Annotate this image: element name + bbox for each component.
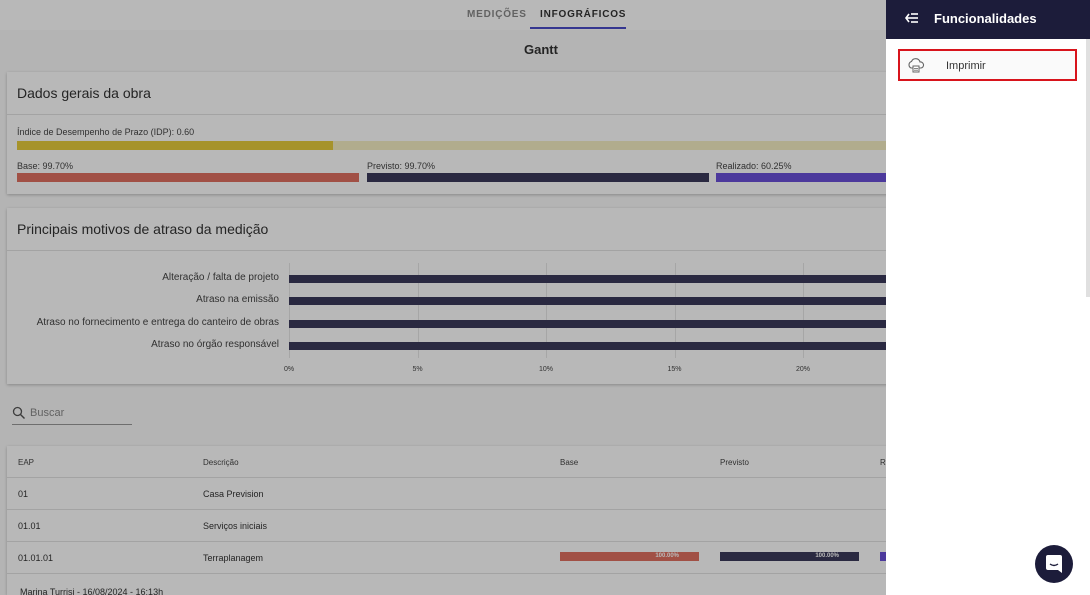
table-row[interactable]: 01 Casa Prevision (7, 477, 1087, 509)
footer-signature: Marina Turrisi - 16/08/2024 - 16:13h (20, 587, 164, 595)
print-button[interactable]: Imprimir (898, 49, 1077, 81)
cell-eap: 01 (18, 489, 29, 499)
chart-category-label: Atraso na emissão (196, 294, 279, 305)
chat-button[interactable] (1035, 545, 1073, 583)
chart-bar[interactable] (289, 275, 932, 283)
delay-reasons-chart: 0% 5% 10% 15% 20% (284, 263, 1089, 373)
previsto-bar (367, 173, 709, 182)
chart-gridline (289, 263, 290, 358)
cell-descricao: Terraplanagem (203, 553, 264, 563)
drawer-scrollbar[interactable] (1086, 39, 1090, 297)
table-row[interactable]: 01.01 Serviços iniciais (7, 509, 1087, 541)
modal-backdrop[interactable] (0, 0, 886, 595)
tab-infograficos[interactable]: INFOGRÁFICOS (540, 9, 627, 20)
realizado-progress-bar (880, 552, 890, 561)
collapse-menu-icon[interactable] (905, 12, 919, 24)
chart-category-label: Alteração / falta de projeto (162, 272, 279, 283)
chart-bar[interactable] (289, 320, 932, 328)
search-icon (12, 406, 25, 419)
active-tab-indicator (530, 27, 626, 29)
divider (7, 114, 1087, 115)
chart-category-labels: Alteração / falta de projeto Atraso na em… (7, 208, 279, 384)
drawer-title: Funcionalidades (934, 11, 1037, 26)
chart-bar[interactable] (289, 297, 932, 305)
table-row-separator (7, 573, 1087, 595)
base-progress-bar: 100.00% (560, 552, 699, 561)
column-header-descricao: Descrição (203, 458, 239, 467)
idp-label: Índice de Desempenho de Prazo (IDP): 0.6… (17, 127, 195, 137)
cloud-print-icon (908, 58, 925, 73)
chart-gridline (674, 263, 676, 358)
column-header-base: Base (560, 458, 579, 467)
tab-medicoes[interactable]: MEDIÇÕES (467, 9, 527, 20)
chart-tick-label: 0% (283, 366, 295, 373)
column-header-eap: EAP (18, 458, 35, 467)
idp-bar-fill (17, 141, 333, 150)
previsto-progress-bar: 100.00% (720, 552, 859, 561)
chart-tick-label: 20% (795, 366, 811, 373)
chart-category-label: Atraso no órgão responsável (151, 339, 279, 350)
chart-category-label: Atraso no fornecimento e entrega do cant… (36, 317, 279, 328)
chart-gridline (417, 263, 419, 358)
print-label: Imprimir (946, 60, 986, 72)
column-header-previsto: Previsto (720, 458, 749, 467)
cell-eap: 01.01 (18, 521, 41, 531)
cell-descricao: Serviços iniciais (203, 521, 268, 531)
chart-gridline (803, 263, 804, 358)
column-header-realizado: R (880, 458, 886, 467)
cell-descricao: Casa Prevision (203, 489, 264, 499)
search-input[interactable] (30, 405, 130, 421)
chart-gridline (546, 263, 547, 358)
chart-tick-label: 10% (538, 366, 554, 373)
realizado-label: Realizado: 60.25% (716, 161, 792, 171)
general-data-title: Dados gerais da obra (17, 85, 151, 101)
chart-bar[interactable] (289, 342, 932, 350)
search-box (12, 404, 132, 425)
divider (7, 250, 1087, 251)
cell-eap: 01.01.01 (18, 553, 54, 563)
delay-reasons-title: Principais motivos de atraso da medição (17, 221, 269, 237)
chat-icon (1046, 555, 1062, 573)
chart-tick-label: 5% (412, 366, 423, 373)
table-row[interactable]: 01.01.01 Terraplanagem 100.00% 100.00% (7, 541, 1087, 573)
drawer-header: Funcionalidades (886, 0, 1090, 39)
base-bar (17, 173, 359, 182)
chart-tick-label: 15% (667, 366, 682, 373)
page-title: Gantt (524, 42, 558, 57)
idp-bar-track (17, 141, 1082, 150)
previsto-label: Previsto: 99.70% (367, 161, 436, 171)
features-drawer: Funcionalidades Imprimir (886, 0, 1090, 595)
base-label: Base: 99.70% (17, 161, 74, 171)
